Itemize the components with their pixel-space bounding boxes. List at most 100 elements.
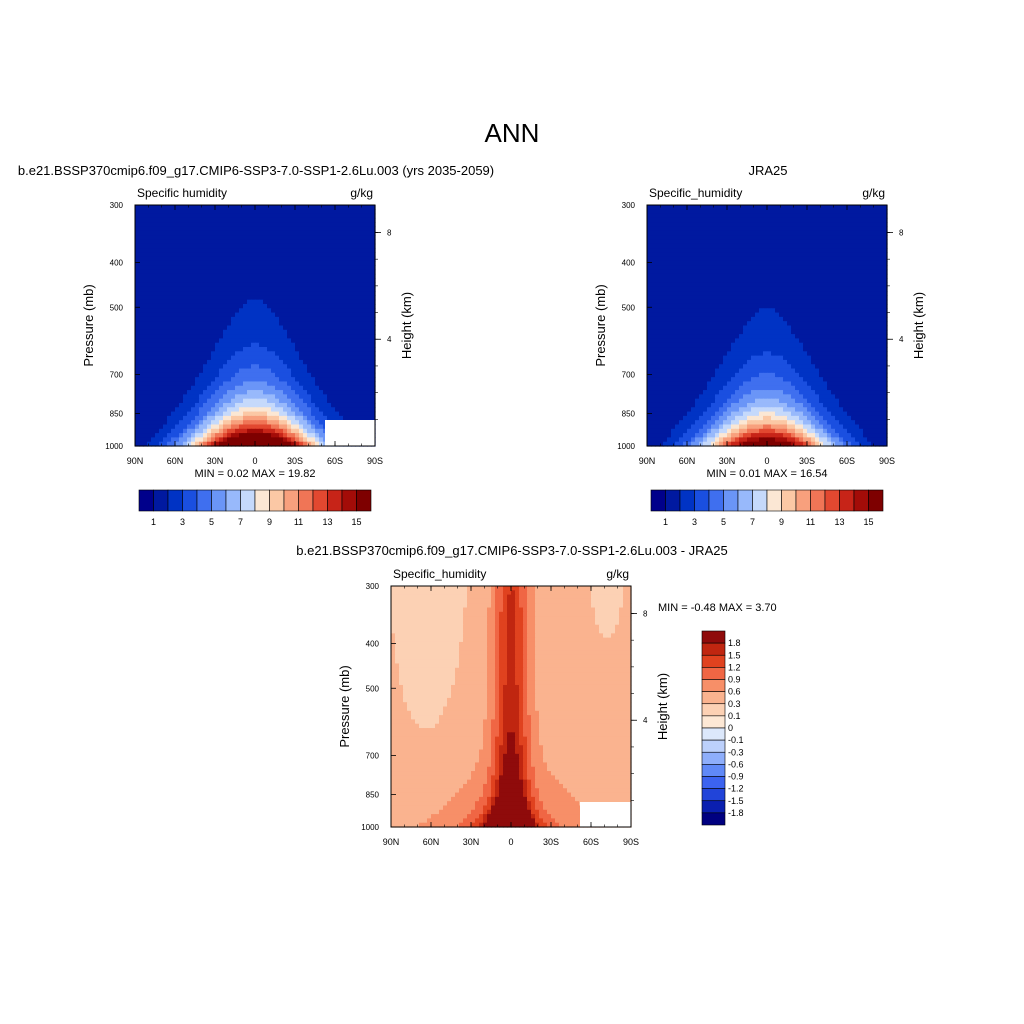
field-cell [259, 351, 264, 357]
field-cell [223, 347, 228, 352]
field-cell [647, 269, 652, 275]
field-cell [687, 217, 692, 223]
field-cell [271, 398, 276, 404]
field-cell [187, 217, 192, 223]
field-cell [323, 260, 328, 266]
field-cell [295, 420, 300, 426]
field-cell [211, 316, 216, 322]
field-cell [315, 377, 320, 383]
field-cell [827, 213, 832, 219]
field-cell [775, 282, 780, 288]
field-cell [295, 286, 300, 292]
p1-y2label: Height (km) [399, 292, 414, 359]
field-cell [351, 368, 356, 374]
field-cell [151, 433, 156, 438]
field-cell [331, 385, 336, 391]
field-cell [691, 273, 696, 279]
field-cell [827, 226, 832, 232]
field-cell [883, 308, 888, 314]
field-cell [747, 286, 752, 292]
field-cell [367, 295, 372, 301]
field-cell [207, 428, 212, 434]
field-cell [151, 299, 156, 305]
field-cell [167, 205, 172, 210]
field-cell [715, 295, 720, 301]
field-cell [355, 243, 360, 249]
field-cell [703, 295, 708, 301]
field-cell [139, 428, 144, 434]
field-cell [787, 248, 792, 253]
field-cell [295, 407, 300, 413]
field-cell [227, 282, 232, 288]
field-cell [311, 407, 316, 413]
field-cell [847, 260, 852, 266]
field-cell [351, 334, 356, 340]
field-cell [343, 222, 348, 228]
field-cell [663, 209, 668, 215]
field-cell [183, 347, 188, 352]
field-cell [323, 269, 328, 275]
field-cell [175, 390, 180, 395]
field-cell [851, 239, 856, 245]
field-cell [151, 308, 156, 314]
panel1-title: b.e21.BSSP370cmip6.f09_g17.CMIP6-SSP3-7.… [17, 163, 495, 178]
field-cell [199, 351, 204, 357]
field-cell [691, 295, 696, 301]
field-cell [291, 222, 296, 228]
field-cell [303, 342, 308, 348]
field-cell [139, 329, 144, 335]
field-cell [843, 282, 848, 288]
field-cell [863, 291, 868, 296]
field-cell [747, 209, 752, 215]
field-cell [179, 226, 184, 232]
field-cell [271, 226, 276, 232]
field-cell [255, 256, 260, 262]
field-cell [191, 342, 196, 348]
field-cell [647, 282, 652, 288]
field-cell [755, 286, 760, 292]
field-cell [199, 329, 204, 335]
field-cell [339, 407, 344, 413]
field-cell [671, 273, 676, 279]
field-cell [211, 205, 216, 210]
field-cell [255, 295, 260, 301]
field-cell [739, 205, 744, 210]
field-cell [763, 209, 768, 215]
field-cell [331, 282, 336, 288]
field-cell [255, 364, 260, 370]
field-cell [203, 347, 208, 352]
field-cell [287, 213, 292, 219]
field-cell [715, 286, 720, 292]
field-cell [303, 355, 308, 361]
field-cell [291, 424, 296, 430]
field-cell [263, 377, 268, 383]
x-tick-label: 60S [327, 456, 343, 466]
field-cell [227, 394, 232, 400]
field-cell [799, 291, 804, 296]
field-cell [311, 338, 316, 344]
field-cell [171, 351, 176, 357]
field-cell [831, 217, 836, 223]
field-cell [147, 252, 152, 258]
field-cell [859, 252, 864, 258]
field-cell [347, 316, 352, 322]
field-cell [255, 226, 260, 232]
field-cell [271, 273, 276, 279]
field-cell [231, 278, 236, 284]
field-cell [195, 303, 200, 309]
field-cell [847, 243, 852, 249]
field-cell [231, 226, 236, 232]
field-cell [351, 355, 356, 361]
field-cell [347, 325, 352, 331]
field-cell [219, 428, 224, 434]
colorbar-box [182, 489, 198, 512]
field-cell [291, 411, 296, 417]
field-cell [307, 398, 312, 404]
field-cell [827, 209, 832, 215]
field-cell [239, 260, 244, 266]
field-cell [239, 291, 244, 296]
field-cell [307, 222, 312, 228]
field-cell [263, 394, 268, 400]
field-cell [771, 205, 776, 210]
field-cell [311, 303, 316, 309]
